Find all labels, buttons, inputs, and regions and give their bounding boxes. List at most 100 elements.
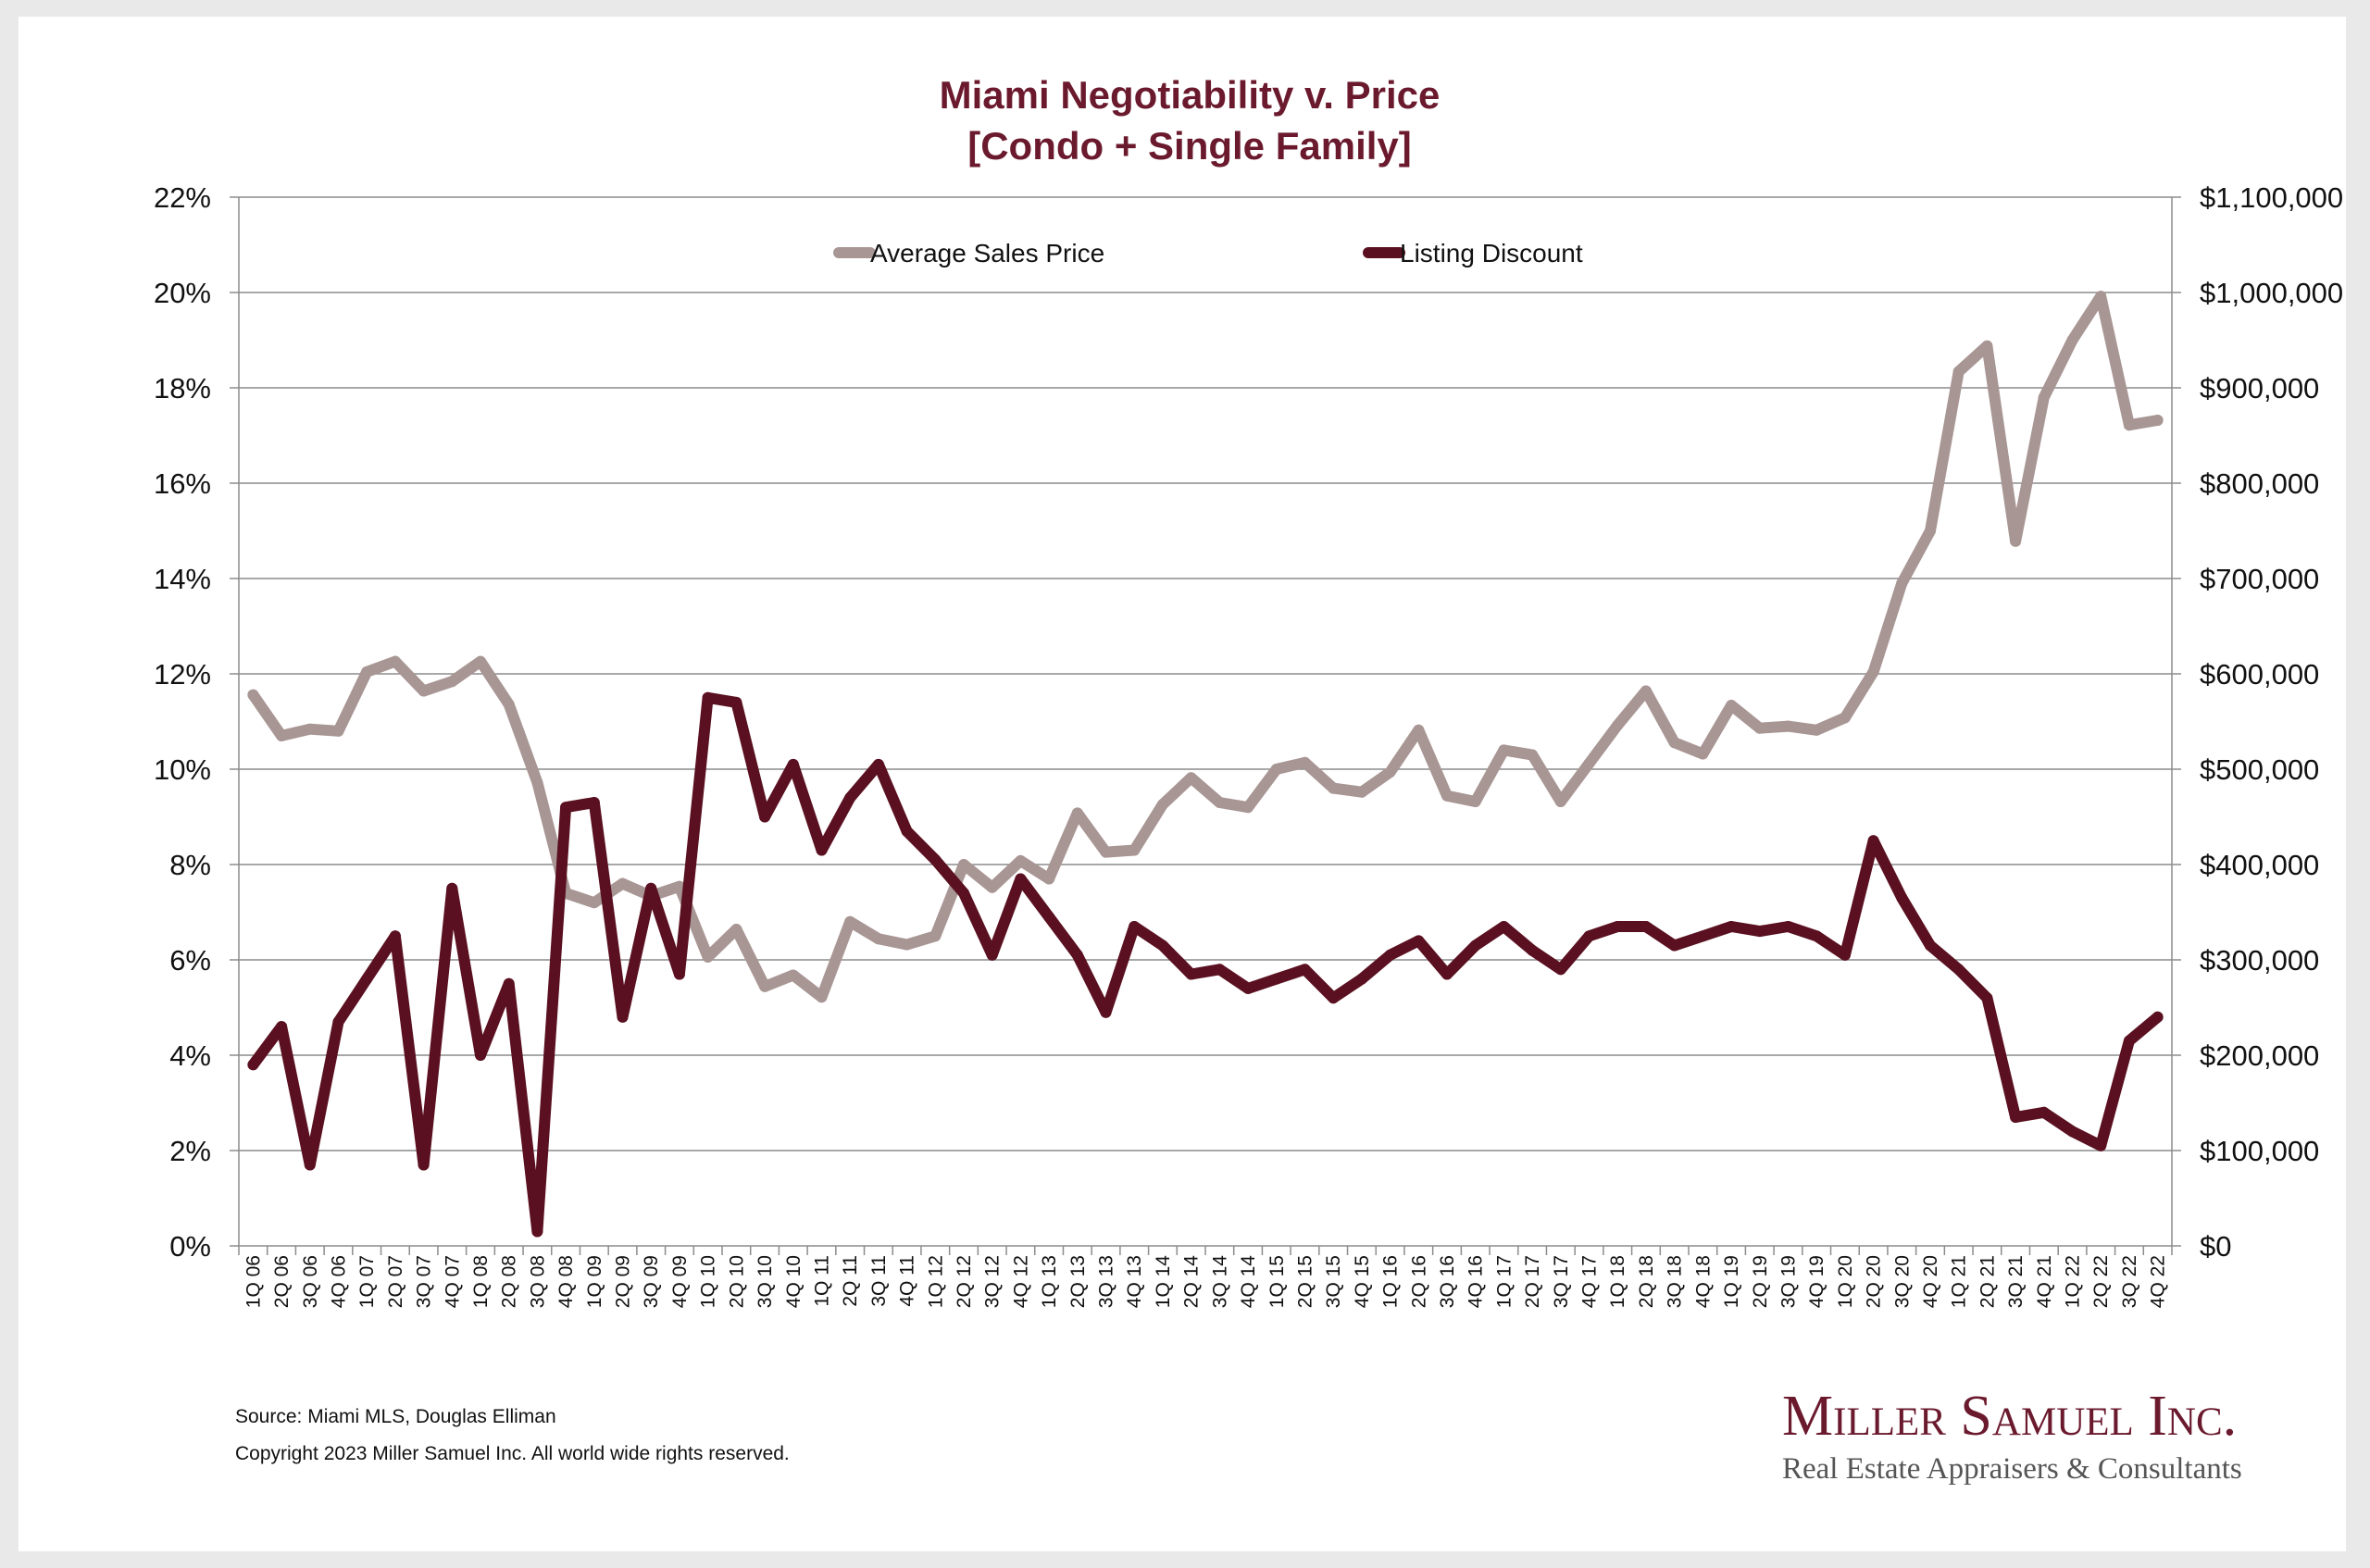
x-tick-label: 3Q 16 [1437, 1255, 1458, 1308]
x-tick-label: 3Q 15 [1323, 1255, 1344, 1308]
data-point-listing-discount [1554, 964, 1566, 976]
right-tick-label: $500,000 [2200, 753, 2319, 786]
x-axis: 1Q 06 2Q 06 3Q 06 4Q 06 1Q 07 2Q 07 3Q 07 4Q 07… [238, 1246, 2173, 1309]
data-point-average-sales-price [446, 676, 458, 688]
x-tick-label: 4Q 07 [442, 1255, 463, 1308]
data-point-average-sales-price [1355, 786, 1367, 798]
x-tick-label: 2Q 16 [1408, 1255, 1429, 1308]
right-tick-label: $100,000 [2200, 1135, 2319, 1167]
x-tick-label: 1Q 21 [1949, 1255, 1970, 1308]
x-tick-label: 1Q 14 [1153, 1255, 1174, 1309]
data-point-listing-discount [1527, 944, 1539, 956]
x-tick-label: 4Q 18 [1692, 1255, 1714, 1308]
x-tick-label: 4Q 20 [1920, 1255, 1941, 1308]
data-point-listing-discount [2123, 1035, 2135, 1047]
x-tick-label: 3Q 19 [1778, 1255, 1799, 1308]
data-point-listing-discount [901, 826, 913, 837]
x-tick-label: 4Q 08 [555, 1255, 577, 1308]
data-point-average-sales-price [2038, 392, 2050, 404]
data-point-listing-discount [1612, 921, 1624, 932]
data-point-average-sales-price [1753, 722, 1765, 734]
data-point-listing-discount [1214, 964, 1226, 976]
data-point-average-sales-price [475, 655, 486, 667]
data-point-listing-discount [1498, 921, 1510, 932]
data-point-average-sales-price [1384, 766, 1396, 778]
x-tick-label: 2Q 07 [385, 1255, 406, 1308]
x-tick-label: 1Q 11 [811, 1255, 832, 1307]
x-tick-label: 1Q 19 [1721, 1255, 1742, 1308]
gridlines [239, 196, 2172, 1247]
data-point-listing-discount [929, 853, 942, 865]
series-listing-discount [247, 691, 2164, 1238]
left-tick-label: 10% [154, 753, 211, 786]
data-point-average-sales-price [1896, 578, 1908, 590]
data-point-listing-discount [304, 1159, 316, 1171]
x-tick-label: 1Q 18 [1607, 1255, 1628, 1308]
data-point-listing-discount [1981, 992, 1993, 1004]
data-point-listing-discount [1469, 940, 1481, 952]
left-tick-label: 12% [154, 658, 211, 691]
left-tick-label: 2% [169, 1135, 211, 1167]
x-tick-label: 1Q 09 [584, 1255, 605, 1308]
left-tick-label: 0% [169, 1230, 211, 1263]
legend-label-listing-discount: Listing Discount [1400, 239, 1583, 268]
data-point-average-sales-price [1867, 666, 1879, 678]
data-point-average-sales-price [673, 880, 685, 892]
data-point-listing-discount [872, 758, 884, 770]
data-point-average-sales-price [1156, 799, 1168, 811]
x-tick-label: 2Q 21 [1977, 1255, 1998, 1308]
data-point-listing-discount [1896, 892, 1908, 903]
data-point-listing-discount [2038, 1106, 2050, 1118]
x-tick-label: 3Q 17 [1551, 1255, 1572, 1308]
data-point-average-sales-price [1498, 744, 1510, 756]
data-point-listing-discount [2095, 1139, 2107, 1151]
x-tick-label: 1Q 20 [1835, 1255, 1856, 1308]
left-tick-label: 18% [154, 372, 211, 404]
data-point-average-sales-price [1952, 366, 1965, 378]
data-point-listing-discount [1015, 873, 1027, 885]
legend-label-average-sales-price: Average Sales Price [870, 239, 1104, 268]
left-tick-label: 6% [169, 944, 211, 977]
data-point-average-sales-price [730, 924, 742, 935]
x-tick-label: 4Q 21 [2034, 1255, 2055, 1308]
data-point-listing-discount [730, 696, 742, 708]
x-tick-label: 4Q 17 [1579, 1255, 1601, 1308]
left-tick-label: 8% [169, 849, 211, 881]
data-point-listing-discount [844, 791, 856, 803]
x-tick-label: 1Q 22 [2063, 1255, 2084, 1308]
right-tick-label: $1,100,000 [2200, 181, 2343, 214]
data-point-listing-discount [1129, 921, 1141, 932]
x-tick-label: 3Q 14 [1209, 1255, 1230, 1309]
data-point-average-sales-price [1839, 712, 1851, 724]
right-tick-label: $900,000 [2200, 372, 2319, 404]
data-point-average-sales-price [1469, 796, 1481, 807]
x-tick-label: 1Q 06 [243, 1255, 264, 1308]
x-tick-label: 1Q 16 [1380, 1255, 1402, 1308]
x-tick-label: 3Q 22 [2119, 1255, 2140, 1308]
data-point-listing-discount [1839, 949, 1851, 961]
x-tick-label: 4Q 06 [328, 1255, 349, 1308]
data-point-average-sales-price [1811, 724, 1823, 736]
copyright-note: Copyright 2023 Miller Samuel Inc. All wo… [235, 1443, 790, 1464]
data-point-average-sales-price [1668, 737, 1680, 749]
x-tick-label: 1Q 12 [925, 1255, 946, 1308]
data-point-listing-discount [247, 1059, 259, 1071]
data-point-average-sales-price [1043, 873, 1055, 885]
data-point-average-sales-price [929, 930, 942, 942]
left-tick-label: 22% [154, 181, 211, 214]
data-point-listing-discount [1726, 921, 1738, 932]
data-point-listing-discount [1413, 935, 1425, 947]
data-point-average-sales-price [1441, 790, 1453, 802]
chart-title: Miami Negotiability v. Price [940, 73, 1441, 117]
data-point-listing-discount [1043, 911, 1055, 923]
data-point-listing-discount [645, 882, 657, 894]
x-tick-label: 2Q 20 [1864, 1255, 1885, 1308]
data-point-average-sales-price [1270, 764, 1282, 775]
data-point-listing-discount [560, 802, 572, 814]
data-point-average-sales-price [958, 859, 969, 870]
data-point-average-sales-price [1214, 797, 1226, 808]
data-point-average-sales-price [588, 897, 600, 909]
data-point-average-sales-price [332, 725, 344, 737]
data-point-listing-discount [418, 1159, 430, 1171]
data-point-average-sales-price [1129, 844, 1141, 856]
